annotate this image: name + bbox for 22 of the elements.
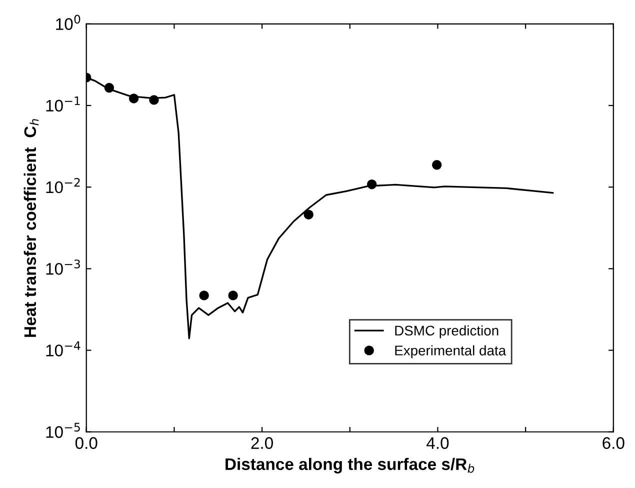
x-tick-label: 0.0 <box>75 437 98 449</box>
point <box>149 95 159 105</box>
y-tick-label: 10$^{0}$ <box>56 14 80 30</box>
x-tick-label: 4.0 <box>426 437 449 449</box>
legend-label: DSMC prediction <box>395 325 498 338</box>
point <box>432 160 442 170</box>
x-tick-label: 6.0 <box>602 437 624 449</box>
y-axis-title: Heat transfer coefficient C$_{h}$ <box>24 119 39 337</box>
x-tick-label: 2.0 <box>251 437 273 449</box>
point <box>104 82 114 93</box>
y-tick-label: 10$^{−2}$ <box>46 178 80 194</box>
y-tick-label: 10$^{−1}$ <box>46 96 80 112</box>
point <box>128 94 139 104</box>
y-tick-label: 10$^{−4}$ <box>46 341 80 356</box>
x-axis-title: Distance along the surface s/R$_{b}$ <box>226 458 474 474</box>
point <box>366 180 377 190</box>
point <box>304 210 314 220</box>
y-tick-label: 10$^{−5}$ <box>46 422 80 438</box>
y-tick-label: 10$^{−3}$ <box>46 260 80 275</box>
point <box>228 290 238 300</box>
legend-label: Experimental data <box>395 345 506 358</box>
point <box>199 290 209 300</box>
